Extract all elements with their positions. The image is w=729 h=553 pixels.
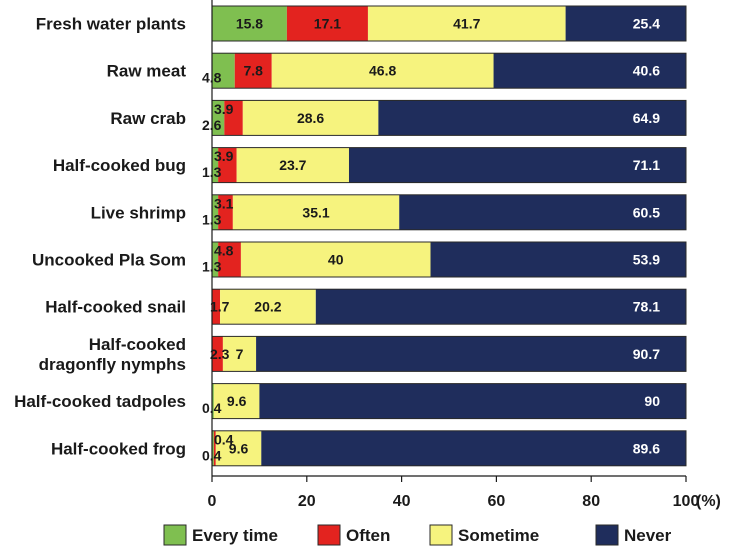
data-label: 23.7 <box>279 157 306 173</box>
data-label: 9.6 <box>229 440 249 456</box>
data-label: 3.9 <box>214 101 234 117</box>
data-label: 20.2 <box>254 299 281 315</box>
bar-segment-sometime <box>215 430 262 466</box>
bar-segment-sometime <box>271 53 494 89</box>
bar-segment-often <box>218 194 233 230</box>
bar-segment-often <box>212 289 221 325</box>
category-label: Fresh water plants <box>36 15 186 34</box>
legend-swatch-never <box>595 524 619 546</box>
x-axis: 0 20 40 60 80 100(%) <box>208 0 721 510</box>
data-label: 3.1 <box>214 195 234 211</box>
x-tick-label: 60 <box>488 493 506 510</box>
x-tick-label: 20 <box>298 493 316 510</box>
data-label: 3.9 <box>214 148 234 164</box>
legend-label: Never <box>624 526 672 545</box>
data-label: 35.1 <box>302 204 329 220</box>
data-label: 0.4 <box>214 431 234 447</box>
legend-swatch-often <box>317 524 341 546</box>
data-label: 15.8 <box>236 16 263 32</box>
bar-segment-often <box>218 242 241 277</box>
bar-segment-often <box>218 147 237 183</box>
legend-swatch-every-time <box>163 524 187 546</box>
bar-segment-often <box>224 100 243 136</box>
category-label: Raw meat <box>107 62 187 81</box>
bar-segment-never <box>261 430 686 466</box>
category-label: Uncooked Pla Som <box>32 251 186 270</box>
x-tick-label: 40 <box>393 493 411 510</box>
data-label: 7 <box>236 346 244 362</box>
category-label: Half-cooked bug <box>53 156 186 175</box>
legend-label: Every time <box>192 526 278 545</box>
bar-segment-never <box>259 383 686 419</box>
bar-segment-often <box>212 336 223 372</box>
data-label: 25.4 <box>633 16 660 32</box>
bar-segment-often <box>213 430 216 466</box>
bar-segment-sometime <box>236 147 349 183</box>
data-label: 90.7 <box>633 346 660 362</box>
x-tick-label: 100 <box>673 493 700 510</box>
bar-segment-sometime <box>232 194 400 230</box>
bar-segment-every-time <box>212 194 219 230</box>
category-label: Half-cooked frog <box>51 439 186 458</box>
bar-segment-sometime <box>220 289 316 325</box>
bar-segment-every-time <box>212 430 214 466</box>
data-label: 2.3 <box>210 346 230 362</box>
bar-segment-every-time <box>212 147 219 183</box>
category-label: dragonfly nymphs <box>39 355 186 374</box>
bar-segment-every-time <box>212 383 214 419</box>
bar-segment-often <box>286 6 368 41</box>
data-label: 71.1 <box>633 157 660 173</box>
x-tick-label: 0 <box>208 493 217 510</box>
data-label: 60.5 <box>633 204 660 220</box>
data-label: 89.6 <box>633 440 660 456</box>
data-label: 46.8 <box>369 63 396 79</box>
category-label: Half-cooked <box>89 335 186 354</box>
data-label: 4.8 <box>214 243 234 259</box>
category-label: Half-cooked snail <box>45 298 186 317</box>
category-labels: Fresh water plants Raw meat Raw crab Half-c… <box>14 15 186 459</box>
data-label: 90 <box>644 393 660 409</box>
data-label: 41.7 <box>453 16 480 32</box>
data-label: 7.8 <box>244 63 264 79</box>
bar-segment-every-time <box>212 100 225 136</box>
bar-segment-sometime <box>222 336 257 372</box>
data-label: 64.9 <box>633 110 660 126</box>
bar-segment-every-time <box>212 242 219 277</box>
data-label: 17.1 <box>314 16 341 32</box>
bar-segment-never <box>493 53 686 89</box>
data-label: 53.9 <box>633 252 660 268</box>
category-label: Raw crab <box>110 109 186 128</box>
bar-segment-never <box>378 100 686 136</box>
data-label: 1.7 <box>210 299 230 315</box>
bar-segment-never <box>348 147 686 183</box>
legend: Every time Often Sometime Never <box>163 524 672 546</box>
data-label: 28.6 <box>297 110 324 126</box>
bar-segment-never <box>430 242 686 277</box>
legend-label: Sometime <box>458 526 539 545</box>
data-label: 40 <box>328 252 344 268</box>
bar-segment-never <box>256 336 686 372</box>
data-label: 9.6 <box>227 393 247 409</box>
bar-segment-often <box>234 53 272 89</box>
category-label: Half-cooked tadpoles <box>14 392 186 411</box>
bar-segment-every-time <box>212 6 287 41</box>
legend-swatch-sometime <box>429 524 453 546</box>
x-tick-label: 80 <box>582 493 600 510</box>
category-label: Live shrimp <box>91 203 186 222</box>
x-unit-label: (%) <box>696 493 721 510</box>
bar-segment-sometime <box>240 242 431 277</box>
data-label: 40.6 <box>633 63 660 79</box>
bar-segment-never <box>315 289 686 325</box>
bars-layer: 15.8 17.1 41.7 25.44.8 7.8 46.8 40.62.63.928.6… <box>202 5 687 467</box>
bar-segment-every-time <box>212 53 235 89</box>
bar-segment-sometime <box>367 6 566 41</box>
bar-segment-never <box>565 6 686 41</box>
bar-segment-never <box>399 194 686 230</box>
legend-label: Often <box>346 526 390 545</box>
bar-segment-sometime <box>242 100 379 136</box>
data-label: 78.1 <box>633 299 660 315</box>
bar-segment-sometime <box>213 383 260 419</box>
